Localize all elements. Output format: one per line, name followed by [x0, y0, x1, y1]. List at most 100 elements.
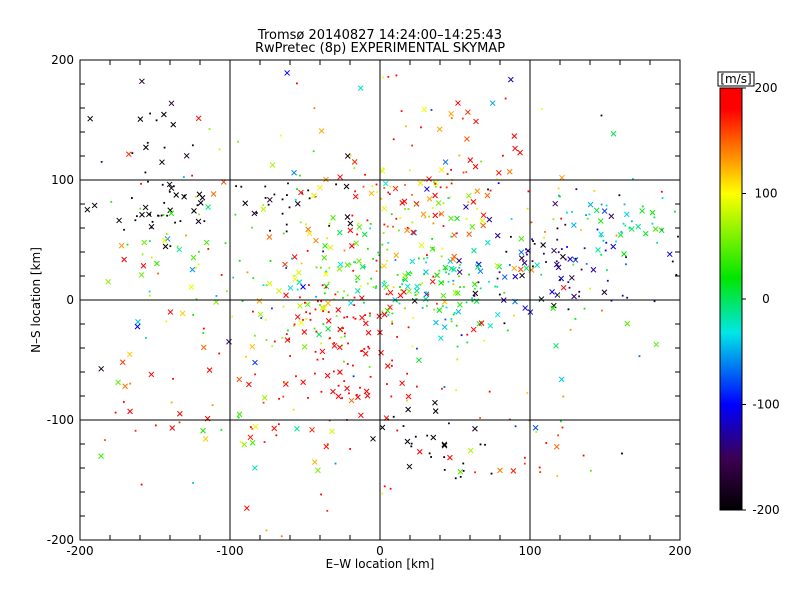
x-tick-label: 100 [519, 544, 542, 558]
x-marker [179, 310, 186, 317]
dot-marker [435, 302, 438, 305]
dot-marker [265, 529, 268, 532]
dot-marker [354, 190, 357, 193]
x-marker [321, 305, 327, 312]
dot-marker [134, 429, 137, 432]
x-marker [139, 78, 145, 85]
dot-marker [351, 214, 354, 217]
x-marker [416, 448, 423, 455]
dot-marker [526, 253, 528, 256]
dot-marker [368, 347, 371, 350]
dot-marker [641, 205, 644, 208]
dot-marker [140, 483, 143, 486]
dot-marker [267, 203, 270, 206]
x-marker [226, 338, 232, 345]
dot-marker [527, 190, 530, 193]
dot-marker [562, 395, 565, 398]
x-marker [413, 201, 420, 207]
dot-marker [197, 263, 200, 266]
x-marker [553, 342, 559, 349]
dot-marker [359, 386, 361, 389]
dot-marker [543, 236, 546, 239]
dot-marker [364, 173, 366, 176]
dot-marker [315, 266, 318, 269]
dot-marker [346, 294, 349, 297]
dot-marker [178, 421, 181, 424]
dot-marker [340, 336, 343, 339]
x-marker [138, 272, 145, 278]
dot-marker [600, 235, 603, 238]
dot-marker [395, 300, 398, 303]
dot-marker [295, 375, 297, 378]
x-marker [294, 425, 300, 432]
x-marker [423, 291, 430, 298]
dot-marker [585, 214, 587, 217]
dot-marker [335, 183, 337, 186]
dot-marker [280, 134, 282, 137]
chart-subtitle: RwPretec (8p) EXPERIMENTAL SKYMAP [255, 41, 505, 56]
x-marker [337, 174, 343, 180]
dot-marker [410, 445, 413, 448]
dot-marker [232, 276, 235, 279]
dot-marker [335, 315, 338, 317]
dot-marker [390, 213, 393, 216]
x-marker [399, 380, 405, 387]
dot-marker [196, 204, 199, 207]
x-marker [469, 223, 476, 230]
dot-marker [129, 382, 132, 385]
x-marker [283, 292, 289, 299]
x-marker [518, 235, 525, 242]
dot-marker [225, 290, 228, 293]
dot-marker [376, 191, 379, 193]
dot-marker [135, 215, 138, 218]
x-marker [287, 285, 294, 291]
dot-marker [281, 198, 284, 201]
x-marker [518, 249, 525, 256]
dot-marker [444, 268, 447, 271]
dot-marker [445, 271, 447, 274]
x-marker [236, 376, 243, 383]
dot-marker [240, 185, 243, 188]
x-marker [168, 185, 175, 191]
x-marker [387, 289, 394, 296]
dot-marker [149, 213, 151, 216]
x-marker [336, 229, 343, 236]
x-marker [298, 319, 304, 326]
x-marker [200, 427, 206, 434]
dot-marker [286, 194, 288, 197]
dot-marker [260, 317, 263, 319]
x-marker [511, 265, 518, 272]
dot-marker [396, 335, 399, 338]
dot-marker [313, 107, 316, 110]
x-marker [318, 128, 325, 134]
x-marker [327, 244, 334, 251]
dot-marker [255, 212, 258, 214]
dot-marker [450, 182, 453, 185]
dot-marker [379, 266, 382, 269]
dot-marker [157, 272, 159, 275]
dot-marker [325, 286, 327, 289]
dot-marker [387, 314, 390, 316]
x-marker [598, 231, 604, 238]
x-marker [236, 411, 243, 418]
x-marker [247, 434, 254, 441]
x-marker [139, 211, 145, 218]
dot-marker [215, 295, 218, 297]
dot-marker [366, 282, 369, 285]
dot-marker [558, 195, 561, 198]
dot-marker [439, 186, 442, 189]
x-marker [608, 213, 615, 220]
x-marker [348, 300, 354, 306]
dot-marker [675, 273, 678, 276]
dot-marker [154, 424, 157, 427]
dot-marker [533, 242, 536, 245]
dot-marker [198, 213, 200, 216]
x-marker [161, 111, 167, 118]
dot-marker [505, 250, 508, 253]
dot-marker [442, 202, 445, 205]
dot-marker [526, 207, 529, 210]
dot-marker [458, 266, 461, 269]
dot-marker [479, 287, 482, 290]
dot-marker [556, 238, 559, 241]
dot-marker [387, 76, 390, 78]
